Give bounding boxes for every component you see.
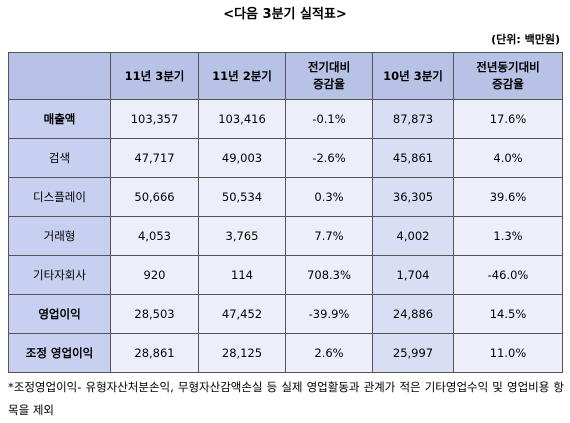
cell: 2.6% [285,333,373,373]
cell: 11.0% [453,333,563,373]
table-row: 영업이익 28,503 47,452 -39.9% 24,886 14.5% [8,294,563,334]
cell: 1.3% [453,216,563,256]
cell: 49,003 [198,138,286,178]
column-header: 11년 3분기 [110,52,199,100]
cell: 24,886 [372,294,454,334]
header-line: 전기대비 [307,60,351,74]
cell: 4,002 [372,216,454,256]
column-header: 11년 2분기 [198,52,286,100]
cell: 4.0% [453,138,563,178]
cell: 50,666 [110,177,199,217]
cell: 50,534 [198,177,286,217]
table-row: 조정 영업이익 28,861 28,125 2.6% 25,997 11.0% [8,333,563,373]
corner-cell [8,52,111,100]
cell: 708.3% [285,255,373,295]
row-label: 거래형 [8,216,111,256]
cell: -46.0% [453,255,563,295]
column-header: 10년 3분기 [372,52,454,100]
table-row: 거래형 4,053 3,765 7.7% 4,002 1.3% [8,216,563,256]
cell: 17.6% [453,99,563,139]
row-label: 매출액 [8,99,111,139]
header-line: 증감율 [313,77,345,91]
footnote: *조정영업이익- 유형자산처분손익, 무형자산감액손실 등 실제 영업활동과 관… [8,380,564,417]
cell: 103,357 [110,99,199,139]
header-line: 증감율 [492,77,524,91]
cell: 103,416 [198,99,286,139]
unit: (단위: 백만원) [491,33,560,46]
cell: 14.5% [453,294,563,334]
cell: -0.1% [285,99,373,139]
row-label: 조정 영업이익 [8,333,111,373]
cell: 28,861 [110,333,199,373]
table-row: 검색 47,717 49,003 -2.6% 45,861 4.0% [8,138,563,178]
table-row: 기타자회사 920 114 708.3% 1,704 -46.0% [8,255,563,295]
cell: 47,717 [110,138,199,178]
header-line: 전년동기대비 [476,60,540,74]
row-label: 디스플레이 [8,177,111,217]
cell: 39.6% [453,177,563,217]
header-line: 10년 3분기 [383,68,443,83]
cell: 920 [110,255,199,295]
cell: 3,765 [198,216,286,256]
cell: 36,305 [372,177,454,217]
cell: -39.9% [285,294,373,334]
table-row: 매출액 103,357 103,416 -0.1% 87,873 17.6% [8,99,563,139]
cell: 1,704 [372,255,454,295]
cell: 45,861 [372,138,454,178]
header-line: 11년 2분기 [212,68,272,83]
cell: 4,053 [110,216,199,256]
cell: 28,125 [198,333,286,373]
cell: 47,452 [198,294,286,334]
cell: 87,873 [372,99,454,139]
row-label: 기타자회사 [8,255,111,295]
cell: 114 [198,255,286,295]
table-row: 디스플레이 50,666 50,534 0.3% 36,305 39.6% [8,177,563,217]
row-label: 영업이익 [8,294,111,334]
cell: 25,997 [372,333,454,373]
cell: 0.3% [285,177,373,217]
cell: -2.6% [285,138,373,178]
header-line: 11년 3분기 [124,68,185,83]
row-label: 검색 [8,138,111,178]
cell: 28,503 [110,294,199,334]
title: <다음 3분기 실적표> [223,7,347,22]
cell: 7.7% [285,216,373,256]
